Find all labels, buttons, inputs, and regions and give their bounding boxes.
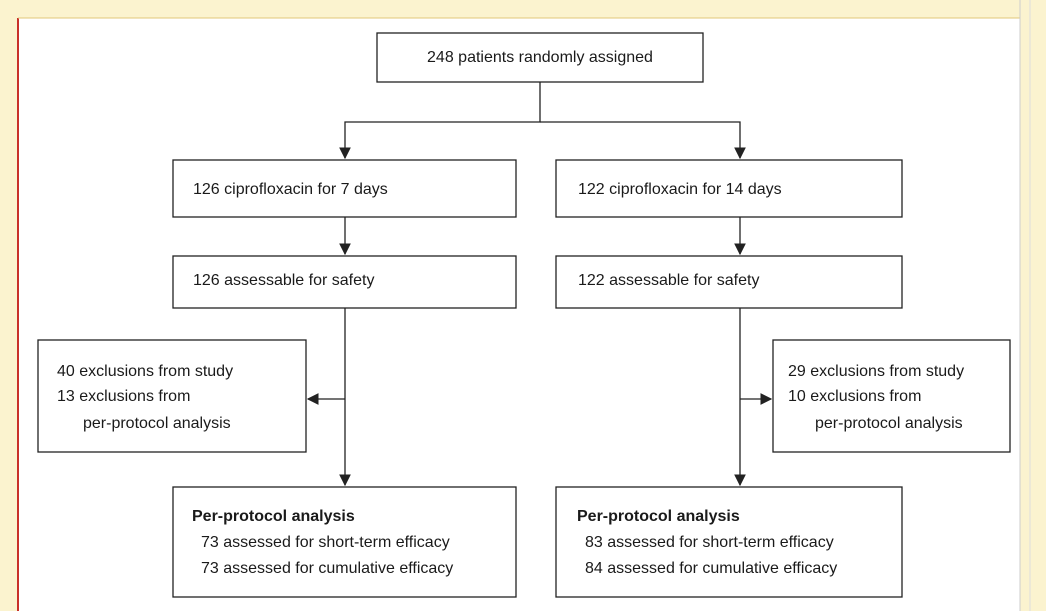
node-label: 122 assessable for safety: [578, 272, 759, 289]
node-label: 84 assessed for cumulative efficacy: [585, 560, 837, 577]
node-label: per-protocol analysis: [815, 415, 963, 432]
box: [376, 32, 704, 83]
node-label: 73 assessed for cumulative efficacy: [201, 560, 453, 577]
node-title: Per-protocol analysis: [192, 508, 355, 525]
arrow: [339, 82, 541, 160]
node-label: 126 ciprofloxacin for 7 days: [193, 181, 388, 198]
node-label: 122 ciprofloxacin for 14 days: [578, 181, 782, 198]
arrow: [540, 121, 746, 160]
node-title: Per-protocol analysis: [577, 508, 740, 525]
connectors: [306, 82, 773, 487]
box: [172, 159, 517, 218]
node-label: per-protocol analysis: [83, 415, 231, 432]
box: [172, 255, 517, 309]
box: [555, 486, 903, 598]
node-label: 13 exclusions from: [57, 388, 190, 405]
box: [37, 339, 307, 453]
node-label: 248 patients randomly assigned: [427, 49, 653, 66]
node-label: 126 assessable for safety: [193, 272, 374, 289]
node-label: 40 exclusions from study: [57, 363, 233, 380]
node-label: 29 exclusions from study: [788, 363, 964, 380]
node-label: 10 exclusions from: [788, 388, 921, 405]
box: [172, 486, 517, 598]
box: [555, 255, 903, 309]
box: [555, 159, 903, 218]
box: [772, 339, 1011, 453]
node-label: 83 assessed for short-term efficacy: [585, 534, 834, 551]
node-label: 73 assessed for short-term efficacy: [201, 534, 450, 551]
